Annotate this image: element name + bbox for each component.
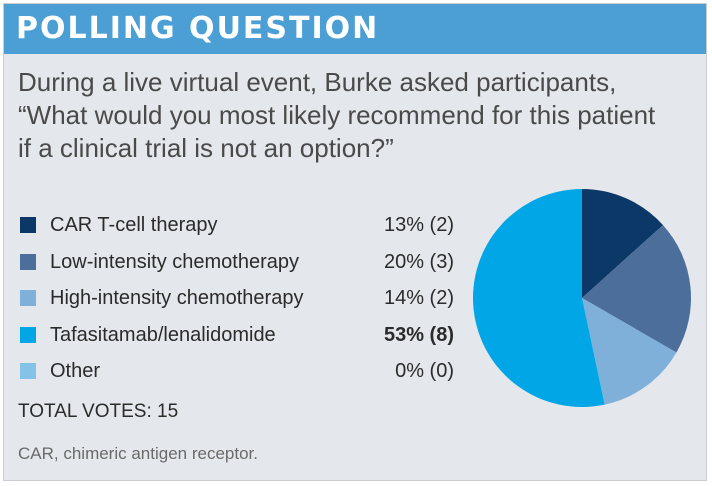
total-votes: TOTAL VOTES: 15 — [18, 401, 179, 422]
legend-item-car-t: CAR T-cell therapy 13% (2) — [18, 212, 458, 249]
chart-legend: CAR T-cell therapy 13% (2) Low-intensity… — [18, 212, 458, 395]
poll-question: During a live virtual event, Burke asked… — [18, 66, 698, 165]
question-line: “What would you most likely recommend fo… — [18, 100, 656, 130]
legend-swatch — [20, 290, 36, 306]
pie-slice-car-t-cell-therapy — [582, 189, 664, 298]
legend-swatch — [20, 363, 36, 379]
question-line: During a live virtual event, Burke asked… — [18, 67, 617, 97]
legend-item-low-intensity: Low-intensity chemotherapy 20% (3) — [18, 249, 458, 286]
legend-label: High-intensity chemotherapy — [50, 287, 304, 309]
pie-slice-high-intensity-chemotherapy — [582, 298, 677, 405]
legend-swatch — [20, 253, 36, 270]
legend-item-tafasitamab: Tafasitamab/lenalidomide 53% (8) — [18, 322, 458, 359]
legend-item-high-intensity: High-intensity chemotherapy 14% (2) — [18, 285, 458, 322]
legend-label: CAR T-cell therapy — [50, 214, 218, 236]
pie-slice-tafasitamab-lenalidomide — [472, 189, 605, 407]
legend-value: 20% (3) — [383, 250, 454, 273]
legend-swatch — [20, 217, 36, 233]
legend-swatch — [20, 326, 36, 343]
pie-slice-low-intensity-chemotherapy — [582, 225, 691, 353]
question-line: if a clinical trial is not an option?” — [18, 133, 394, 163]
section-header: POLLING QUESTION — [4, 4, 706, 54]
legend-value: 53% (8) — [383, 323, 454, 346]
legend-value: 14% (2) — [383, 287, 454, 309]
pie-chart — [472, 189, 691, 407]
legend-label: Low-intensity chemotherapy — [50, 250, 300, 273]
legend-item-other: Other 0% (0) — [18, 358, 458, 395]
legend-label: Tafasitamab/lenalidomide — [50, 323, 276, 346]
polling-card: POLLING QUESTION During a live virtual e… — [3, 3, 707, 481]
footnote: CAR, chimeric antigen receptor. — [18, 444, 258, 463]
legend-label: Other — [50, 360, 101, 382]
legend-value: 0% (0) — [395, 360, 454, 382]
legend-value: 13% (2) — [383, 214, 454, 236]
